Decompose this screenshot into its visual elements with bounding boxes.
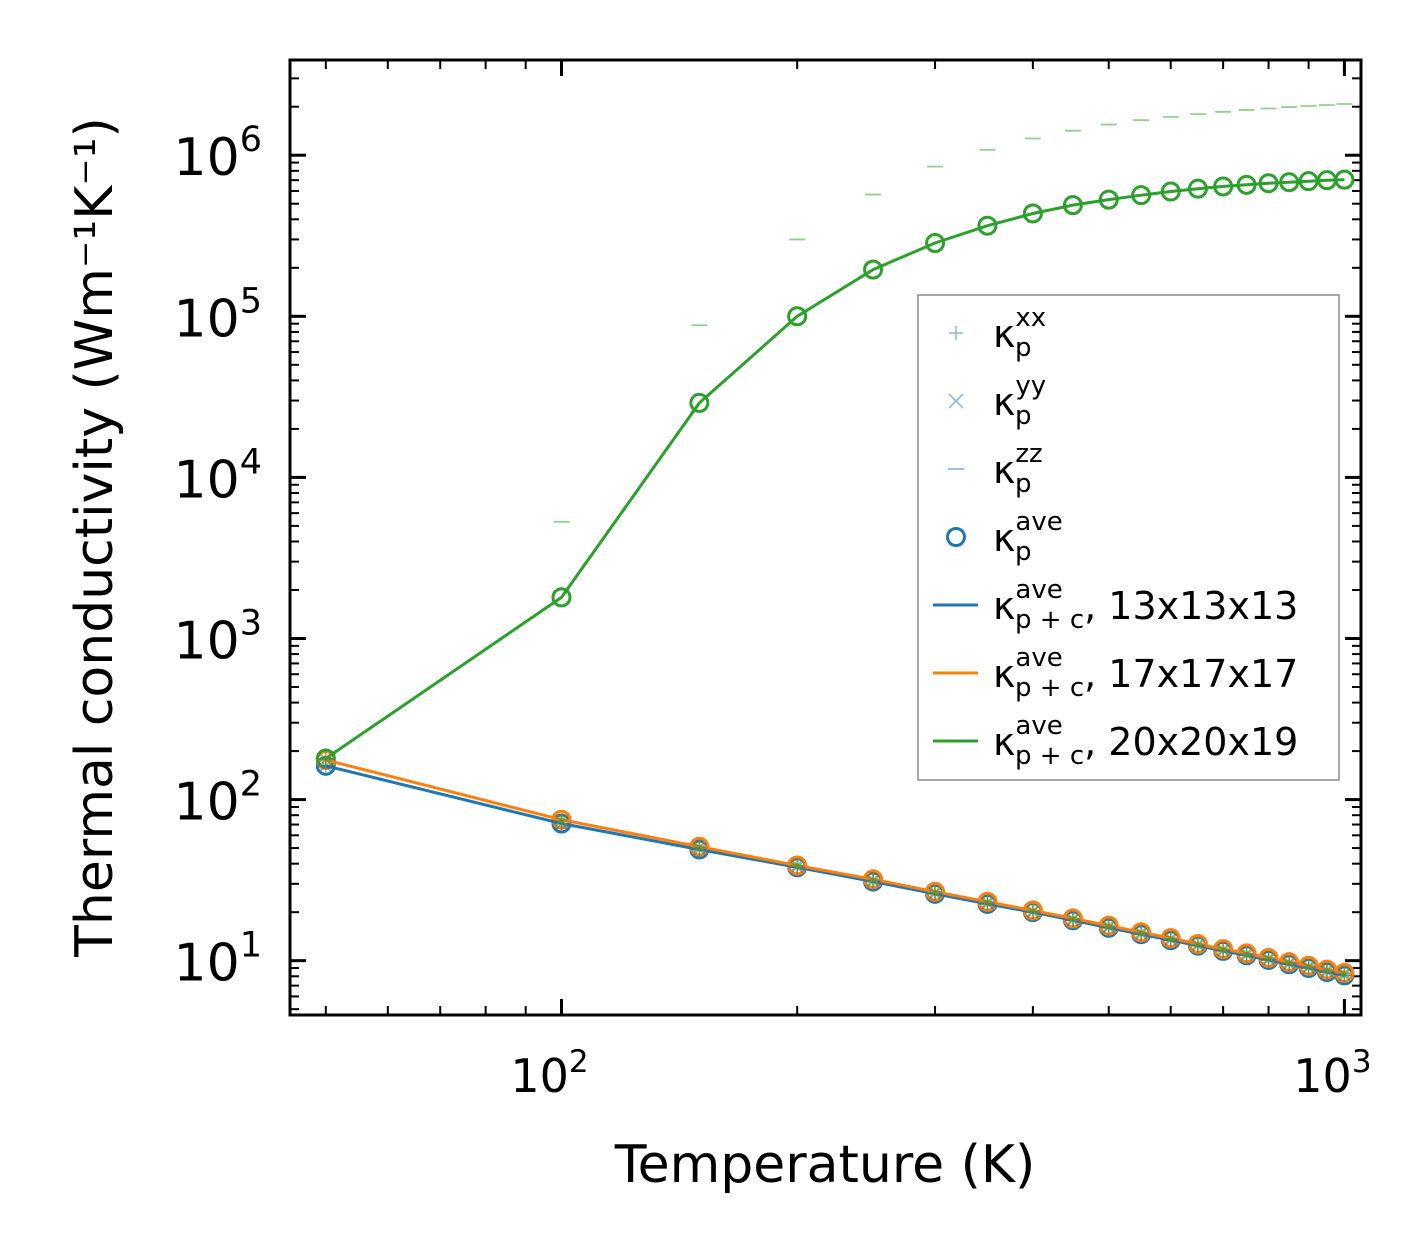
kyy-point-20x20x19: [555, 814, 568, 827]
kyy-point-20x20x19: [928, 886, 942, 899]
kyy-point-20x20x19: [1026, 905, 1039, 918]
kave-point-20x20x19: [925, 233, 946, 254]
legend-marker-circle: [946, 527, 966, 547]
legend-label: κxx p: [993, 303, 1046, 363]
legend-entry-5: κave p + c, 13x13x13: [933, 575, 1298, 635]
x-tick-label: 102: [510, 1044, 588, 1103]
kyy-point-20x20x19: [1320, 964, 1334, 977]
legend-box: [917, 294, 1340, 781]
legend-label: κzz p: [993, 439, 1043, 499]
x-tick-label: 103: [1293, 1044, 1371, 1103]
kave-point-20x20x19: [863, 259, 884, 280]
kave-point-20x20x19: [977, 215, 998, 236]
major-ticks: [290, 60, 1361, 1015]
kyy-point-20x20x19: [981, 896, 994, 909]
legend-label: κave p + c, 13x13x13: [993, 575, 1298, 635]
kyy-point-20x20x19: [1066, 913, 1079, 926]
plot-frame: [288, 58, 1363, 1017]
kave-point-20x20x19: [551, 587, 572, 608]
legend-entry-7: κave p + c, 20x20x19: [933, 711, 1298, 771]
y-tick-label: 102: [174, 765, 262, 833]
y-axis-label: Thermal conductivity (Wm⁻¹K⁻¹): [65, 117, 125, 958]
tick-labels: 102 103 101 102 103 104 105 106: [174, 120, 1372, 1103]
kyy-point-20x20x19: [1164, 932, 1177, 945]
legend-entry-2: κyy p: [948, 371, 1046, 431]
legend-marker-x: [948, 393, 964, 409]
kyy-point-20x20x19: [1191, 938, 1205, 951]
kyy-point-20x20x19: [1262, 952, 1275, 965]
y-tick-label: 104: [174, 442, 262, 510]
kpc-line-20x20x19: [324, 178, 1345, 760]
kyy-point-20x20x19: [866, 874, 880, 887]
kave-point-20x20x19: [787, 306, 808, 327]
y-tick-label: 105: [174, 281, 262, 349]
x-axis-label: Temperature (K): [614, 1135, 1036, 1195]
legend-entry-4: κave p: [946, 507, 1063, 567]
legend-label: κave p + c, 20x20x19: [993, 711, 1298, 771]
legend-label: κyy p: [993, 371, 1046, 431]
legend-marker-plus: [949, 326, 963, 340]
plot-area: [315, 103, 1355, 986]
legend-entry-1: κxx p: [949, 303, 1046, 363]
kyy-point-20x20x19: [1302, 960, 1315, 973]
kyy-point-20x20x19: [1135, 926, 1148, 939]
kyy-point-20x20x19: [693, 841, 706, 854]
y-tick-label: 101: [174, 926, 262, 994]
legend-label: κave p: [993, 507, 1063, 567]
y-tick-label: 103: [174, 603, 262, 671]
legend-label: κave p + c, 17x17x17: [993, 643, 1298, 703]
kave-point-20x20x19: [1022, 203, 1043, 224]
kyy-point-20x20x19: [1283, 956, 1296, 969]
kyy-point-20x20x19: [1338, 967, 1351, 980]
legend: κxx p κyy p κzz p κave p κave p + c, 13x13x13 κave…: [917, 294, 1340, 781]
legend-entry-3: κzz p: [948, 439, 1043, 499]
y-tick-label: 106: [174, 120, 262, 188]
kyy-point-20x20x19: [791, 859, 804, 872]
kyy-point-20x20x19: [1102, 920, 1115, 933]
kave-point-20x20x19: [689, 392, 710, 413]
kyy-point-20x20x19: [1240, 947, 1253, 961]
legend-entry-6: κave p + c, 17x17x17: [933, 643, 1298, 703]
kyy-point-20x20x19: [1217, 943, 1230, 956]
